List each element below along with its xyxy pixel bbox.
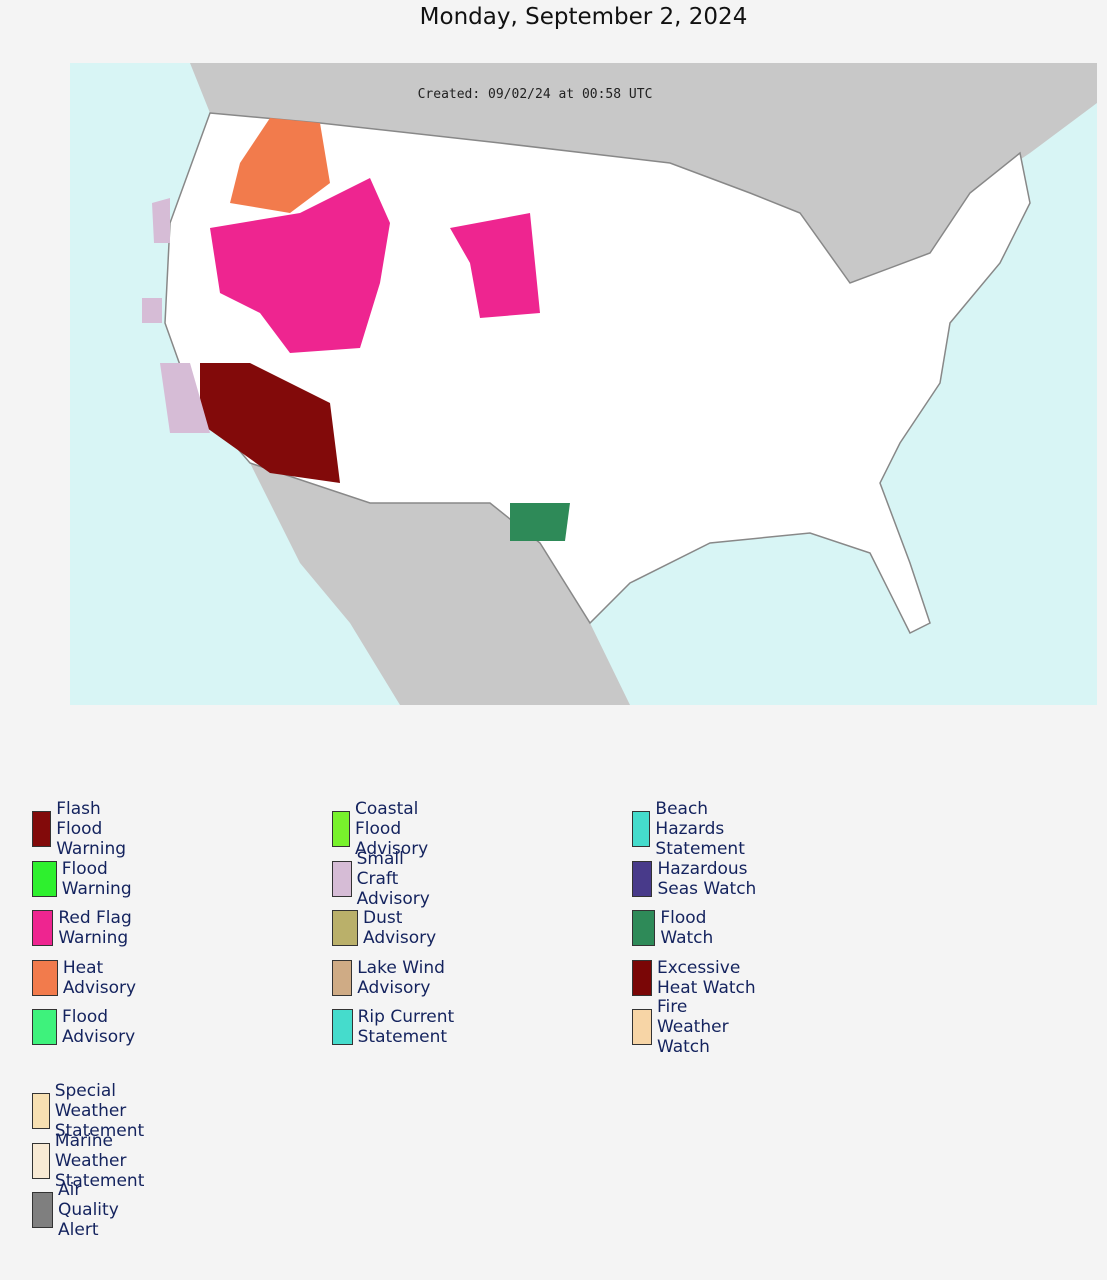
legend-swatch bbox=[32, 1192, 54, 1228]
mexico bbox=[250, 463, 630, 705]
legend-label: Excessive Heat Watch bbox=[657, 957, 756, 998]
legend-swatch bbox=[32, 910, 54, 946]
legend-label: Special Weather Statement bbox=[54, 1081, 145, 1141]
legend-swatch bbox=[32, 1142, 50, 1179]
legend-item: Red Flag Warning bbox=[32, 908, 143, 948]
legend-item: Rip Current Statement bbox=[332, 1007, 462, 1047]
legend-item: Heat Advisory bbox=[32, 957, 146, 998]
legend-label: Flood Advisory bbox=[61, 1007, 136, 1047]
legend-label: Coastal Flood Advisory bbox=[355, 799, 429, 859]
legend-label: Flash Flood Warning bbox=[56, 799, 127, 859]
legend-item: Fire Weather Watch bbox=[632, 997, 745, 1057]
legend-label: Beach Hazards Statement bbox=[655, 799, 745, 859]
legend-swatch bbox=[632, 811, 651, 847]
legend-item: Flood Advisory bbox=[32, 1007, 146, 1047]
legend-swatch bbox=[632, 1009, 652, 1045]
legend-label: Flood Warning bbox=[61, 858, 132, 899]
legend-item: Special Weather Statement bbox=[32, 1081, 162, 1141]
legend-swatch bbox=[332, 1009, 353, 1045]
legend-swatch bbox=[32, 1093, 50, 1129]
legend-item: Lake Wind Advisory bbox=[332, 957, 446, 998]
legend-item: Air Quality Alert bbox=[32, 1180, 134, 1240]
page-title: Monday, September 2, 2024 bbox=[419, 4, 748, 30]
legend-swatch bbox=[632, 910, 656, 946]
legend-item: Beach Hazards Statement bbox=[632, 799, 762, 859]
legend-label: Lake Wind Advisory bbox=[357, 957, 445, 998]
legend-swatch bbox=[32, 1009, 57, 1045]
legend-item: Dust Advisory bbox=[332, 908, 446, 948]
legend-item: Flash Flood Warning bbox=[32, 799, 143, 859]
flash-flood-region bbox=[200, 363, 340, 483]
red-flag-region bbox=[450, 213, 540, 318]
red-flag-region bbox=[210, 178, 390, 353]
canada bbox=[190, 63, 1097, 283]
legend-swatch bbox=[32, 959, 58, 996]
legend-item: Flood Warning bbox=[32, 858, 143, 899]
legend-label: Red Flag Warning bbox=[58, 908, 132, 948]
legend-item: Hazardous Seas Watch bbox=[632, 858, 763, 899]
legend-label: Air Quality Alert bbox=[58, 1180, 119, 1240]
legend-swatch bbox=[32, 811, 52, 847]
legend-label: Rip Current Statement bbox=[357, 1007, 455, 1047]
legend-label: Flood Watch bbox=[660, 908, 714, 948]
legend-item: Small Craft Advisory bbox=[332, 849, 446, 909]
legend-label: Heat Advisory bbox=[62, 957, 137, 998]
legend-label: Hazardous Seas Watch bbox=[657, 858, 757, 899]
legend-swatch bbox=[332, 959, 353, 996]
legend-swatch bbox=[632, 860, 653, 897]
legend-item: Coastal Flood Advisory bbox=[332, 799, 446, 859]
legend-swatch bbox=[332, 910, 358, 946]
small-craft-region bbox=[142, 198, 210, 433]
flood-watch-region bbox=[510, 503, 570, 541]
legend-swatch bbox=[632, 959, 653, 996]
map-caption: Created: 09/02/24 at 00:58 UTC bbox=[418, 87, 653, 102]
legend-label: Marine Weather Statement bbox=[54, 1130, 145, 1191]
weather-map: Created: 09/02/24 at 00:58 UTC bbox=[70, 63, 1097, 705]
legend-swatch bbox=[332, 811, 351, 847]
legend-label: Dust Advisory bbox=[362, 908, 437, 948]
legend-label: Fire Weather Watch bbox=[656, 997, 729, 1057]
heat-region bbox=[230, 118, 330, 213]
legend-item: Flood Watch bbox=[632, 908, 726, 948]
legend-swatch bbox=[32, 860, 57, 897]
legend-item: Marine Weather Statement bbox=[32, 1131, 162, 1191]
legend-swatch bbox=[332, 860, 352, 897]
legend-item: Excessive Heat Watch bbox=[632, 957, 756, 998]
legend-label: Small Craft Advisory bbox=[356, 848, 430, 909]
